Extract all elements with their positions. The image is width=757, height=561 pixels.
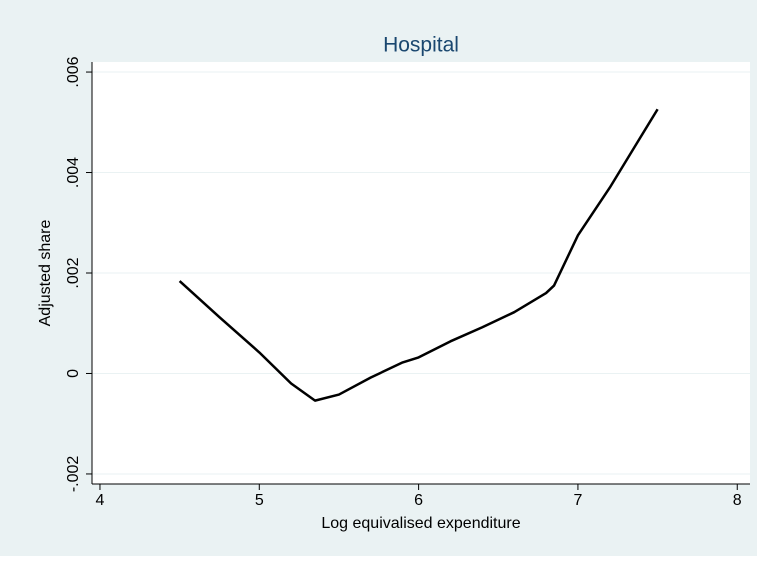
y-tick-label: .006 bbox=[65, 56, 82, 87]
data-line bbox=[178, 108, 659, 402]
y-tick-label: -.002 bbox=[65, 456, 82, 493]
x-tick-label: 4 bbox=[96, 492, 105, 509]
y-axis-title: Adjusted share bbox=[37, 220, 54, 327]
y-tick-label: .004 bbox=[65, 157, 82, 188]
chart-title: Hospital bbox=[383, 34, 459, 57]
y-tick-label: .002 bbox=[65, 257, 82, 288]
x-tick-label: 8 bbox=[733, 492, 742, 509]
y-tick-label: 0 bbox=[65, 369, 82, 378]
x-tick-label: 6 bbox=[414, 492, 423, 509]
x-tick-label: 7 bbox=[573, 492, 582, 509]
x-tick-label: 5 bbox=[255, 492, 264, 509]
x-axis-title: Log equivalised expenditure bbox=[321, 515, 520, 532]
